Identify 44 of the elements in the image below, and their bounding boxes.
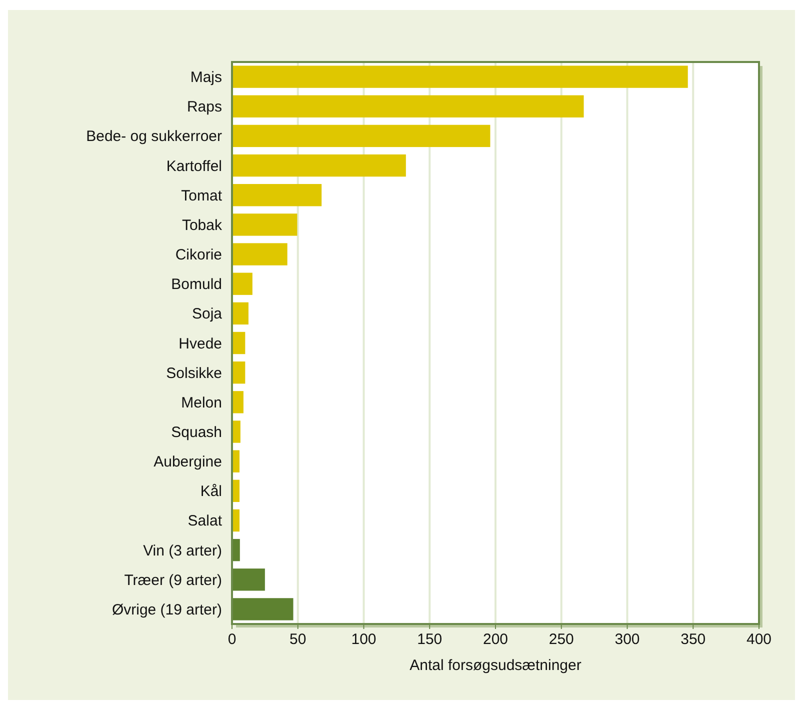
bar xyxy=(232,391,244,414)
y-tick-label: Solsikke xyxy=(166,364,222,382)
x-tick-label: 150 xyxy=(417,631,442,648)
y-tick-label: Kartoffel xyxy=(166,158,222,175)
y-tick-label: Majs xyxy=(190,69,222,86)
bar xyxy=(232,420,240,443)
y-tick-label: Melon xyxy=(181,394,222,412)
x-tick-label: 250 xyxy=(548,631,574,648)
bar xyxy=(232,361,246,384)
bar xyxy=(232,568,265,591)
y-tick-label: Bede- og sukkerroer xyxy=(86,128,222,146)
y-tick-label: Kål xyxy=(200,483,222,500)
y-tick-label: Tobak xyxy=(182,216,222,234)
bar xyxy=(232,124,490,148)
x-tick-label: 300 xyxy=(614,631,640,648)
x-tick-label: 100 xyxy=(351,631,376,648)
y-tick-label: Squash xyxy=(171,424,222,441)
x-tick-label: 400 xyxy=(746,631,772,648)
x-tick-label: 0 xyxy=(228,631,236,648)
y-tick-label: Vin (3 arter) xyxy=(143,542,222,560)
y-tick-label: Aubergine xyxy=(154,454,222,471)
y-tick-label: Soja xyxy=(192,306,223,323)
y-tick-label: Hvede xyxy=(178,335,222,352)
bar xyxy=(232,95,584,118)
bar xyxy=(232,154,406,177)
y-tick-label: Bomuld xyxy=(171,276,222,294)
bar xyxy=(232,598,294,620)
x-tick-label: 350 xyxy=(680,631,706,648)
y-tick-label: Cikorie xyxy=(175,246,222,264)
y-tick-label: Øvrige (19 arter) xyxy=(112,601,222,618)
bar xyxy=(232,332,246,354)
bar xyxy=(232,272,252,295)
bar xyxy=(232,243,288,266)
bar xyxy=(232,214,298,236)
y-tick-label: Salat xyxy=(188,512,223,530)
y-tick-label: Raps xyxy=(186,98,222,116)
bar xyxy=(232,66,688,88)
x-axis-title: Antal forsøgsudsætninger xyxy=(410,657,582,674)
x-tick-label: 50 xyxy=(290,631,306,648)
x-tick-label: 200 xyxy=(482,631,508,648)
y-tick-label: Træer (9 arter) xyxy=(124,572,222,589)
y-tick-label: Tomat xyxy=(181,187,223,204)
bar xyxy=(232,184,322,206)
bar xyxy=(232,302,248,325)
